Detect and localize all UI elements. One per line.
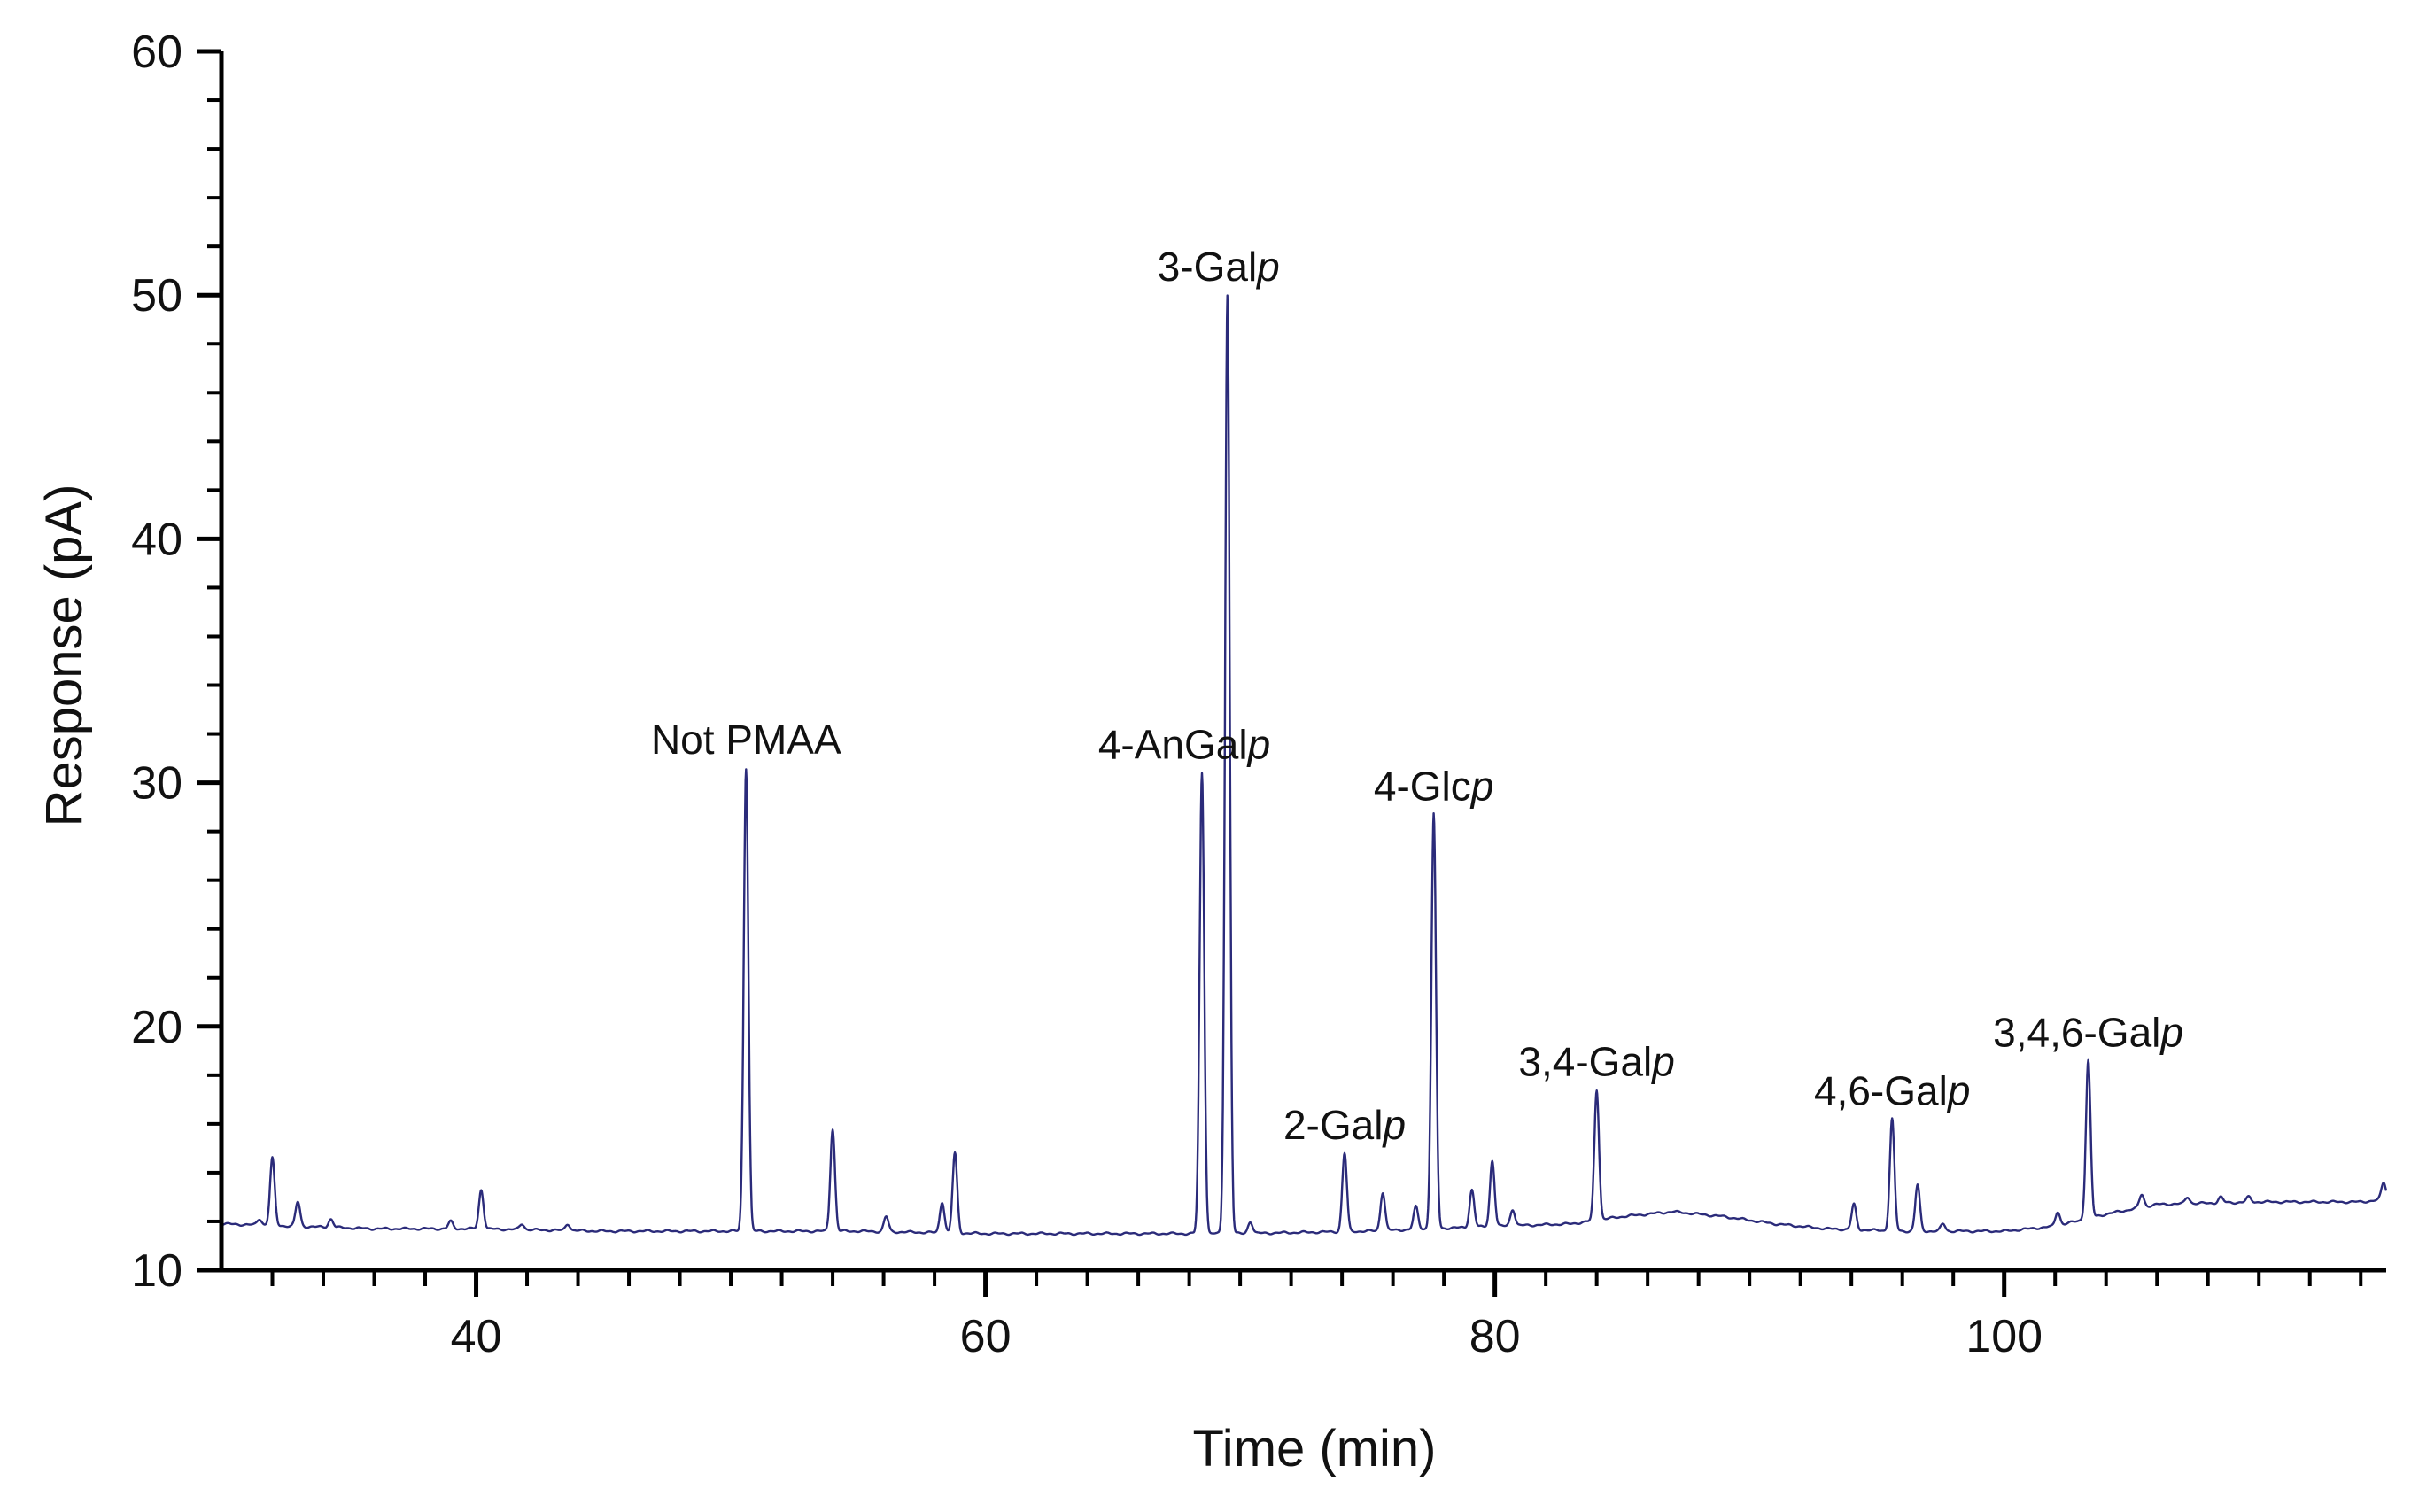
y-tick-label: 50: [131, 270, 182, 322]
peak-apex-11: [941, 1200, 943, 1203]
peak-apex-20: [1470, 1189, 1473, 1191]
peak-apex-22: [1511, 1208, 1514, 1211]
peak-apex-33: [2247, 1196, 2250, 1198]
peak-apex-8: [745, 767, 748, 770]
peak-label-3: 4-Glcp: [1374, 763, 1494, 809]
peak-apex-0: [259, 1218, 261, 1221]
peak-apex-3: [329, 1218, 332, 1221]
peak-apex-30: [2141, 1193, 2144, 1196]
peak-apex-10: [885, 1215, 888, 1218]
y-tick-label: 30: [131, 758, 182, 810]
x-axis-title: Time (min): [1193, 1420, 1437, 1477]
x-tick-label: 100: [1965, 1311, 2043, 1362]
x-tick-label: 40: [451, 1311, 502, 1362]
y-axis-title: Response (pA): [35, 485, 93, 827]
peak-apex-2: [297, 1200, 299, 1203]
peak-apex-6: [521, 1222, 523, 1225]
peak-apex-18: [1415, 1206, 1417, 1208]
x-tick-label: 80: [1469, 1311, 1521, 1362]
peak-apex-17: [1382, 1190, 1384, 1193]
peak-label-1: 4-AnGalp: [1098, 722, 1270, 768]
y-tick-label: 10: [131, 1245, 182, 1297]
peak-apex-23: [1595, 1089, 1598, 1091]
peak-apex-13: [1201, 772, 1204, 774]
peak-label-2: 3-Galp: [1158, 244, 1280, 290]
peak-apex-9: [832, 1128, 834, 1130]
peak-apex-12: [954, 1151, 957, 1154]
peak-label-5: 3,4-Galp: [1518, 1038, 1674, 1084]
y-tick-label: 20: [131, 1002, 182, 1053]
y-tick-label: 60: [131, 27, 182, 78]
peak-apex-24: [1853, 1203, 1856, 1206]
peak-apex-27: [1942, 1222, 1944, 1225]
peak-label-0: Not PMAA: [651, 717, 841, 763]
peak-apex-26: [1916, 1183, 1919, 1186]
y-tick-label: 40: [131, 514, 182, 565]
peak-label-7: 3,4,6-Galp: [1993, 1009, 2183, 1055]
peak-apex-19: [1432, 813, 1435, 816]
peak-apex-28: [2057, 1211, 2059, 1213]
peak-apex-1: [271, 1157, 274, 1159]
peak-label-4: 2-Galp: [1283, 1102, 1406, 1148]
peak-apex-29: [2087, 1059, 2089, 1062]
chromatogram-trace: [221, 294, 2388, 1237]
peak-apex-4: [449, 1221, 452, 1223]
peak-apex-7: [567, 1222, 570, 1225]
peak-apex-31: [2186, 1196, 2189, 1198]
peak-label-6: 4,6-Galp: [1814, 1067, 1970, 1113]
peak-apex-16: [1344, 1151, 1346, 1154]
peak-apex-15: [1249, 1221, 1252, 1223]
x-tick-label: 60: [960, 1311, 1012, 1362]
peak-apex-21: [1491, 1159, 1493, 1162]
peak-apex-34: [2383, 1181, 2385, 1183]
peak-apex-14: [1226, 294, 1229, 297]
peak-apex-5: [480, 1189, 483, 1191]
peak-apex-25: [1891, 1118, 1894, 1120]
peak-apex-32: [2220, 1196, 2222, 1198]
